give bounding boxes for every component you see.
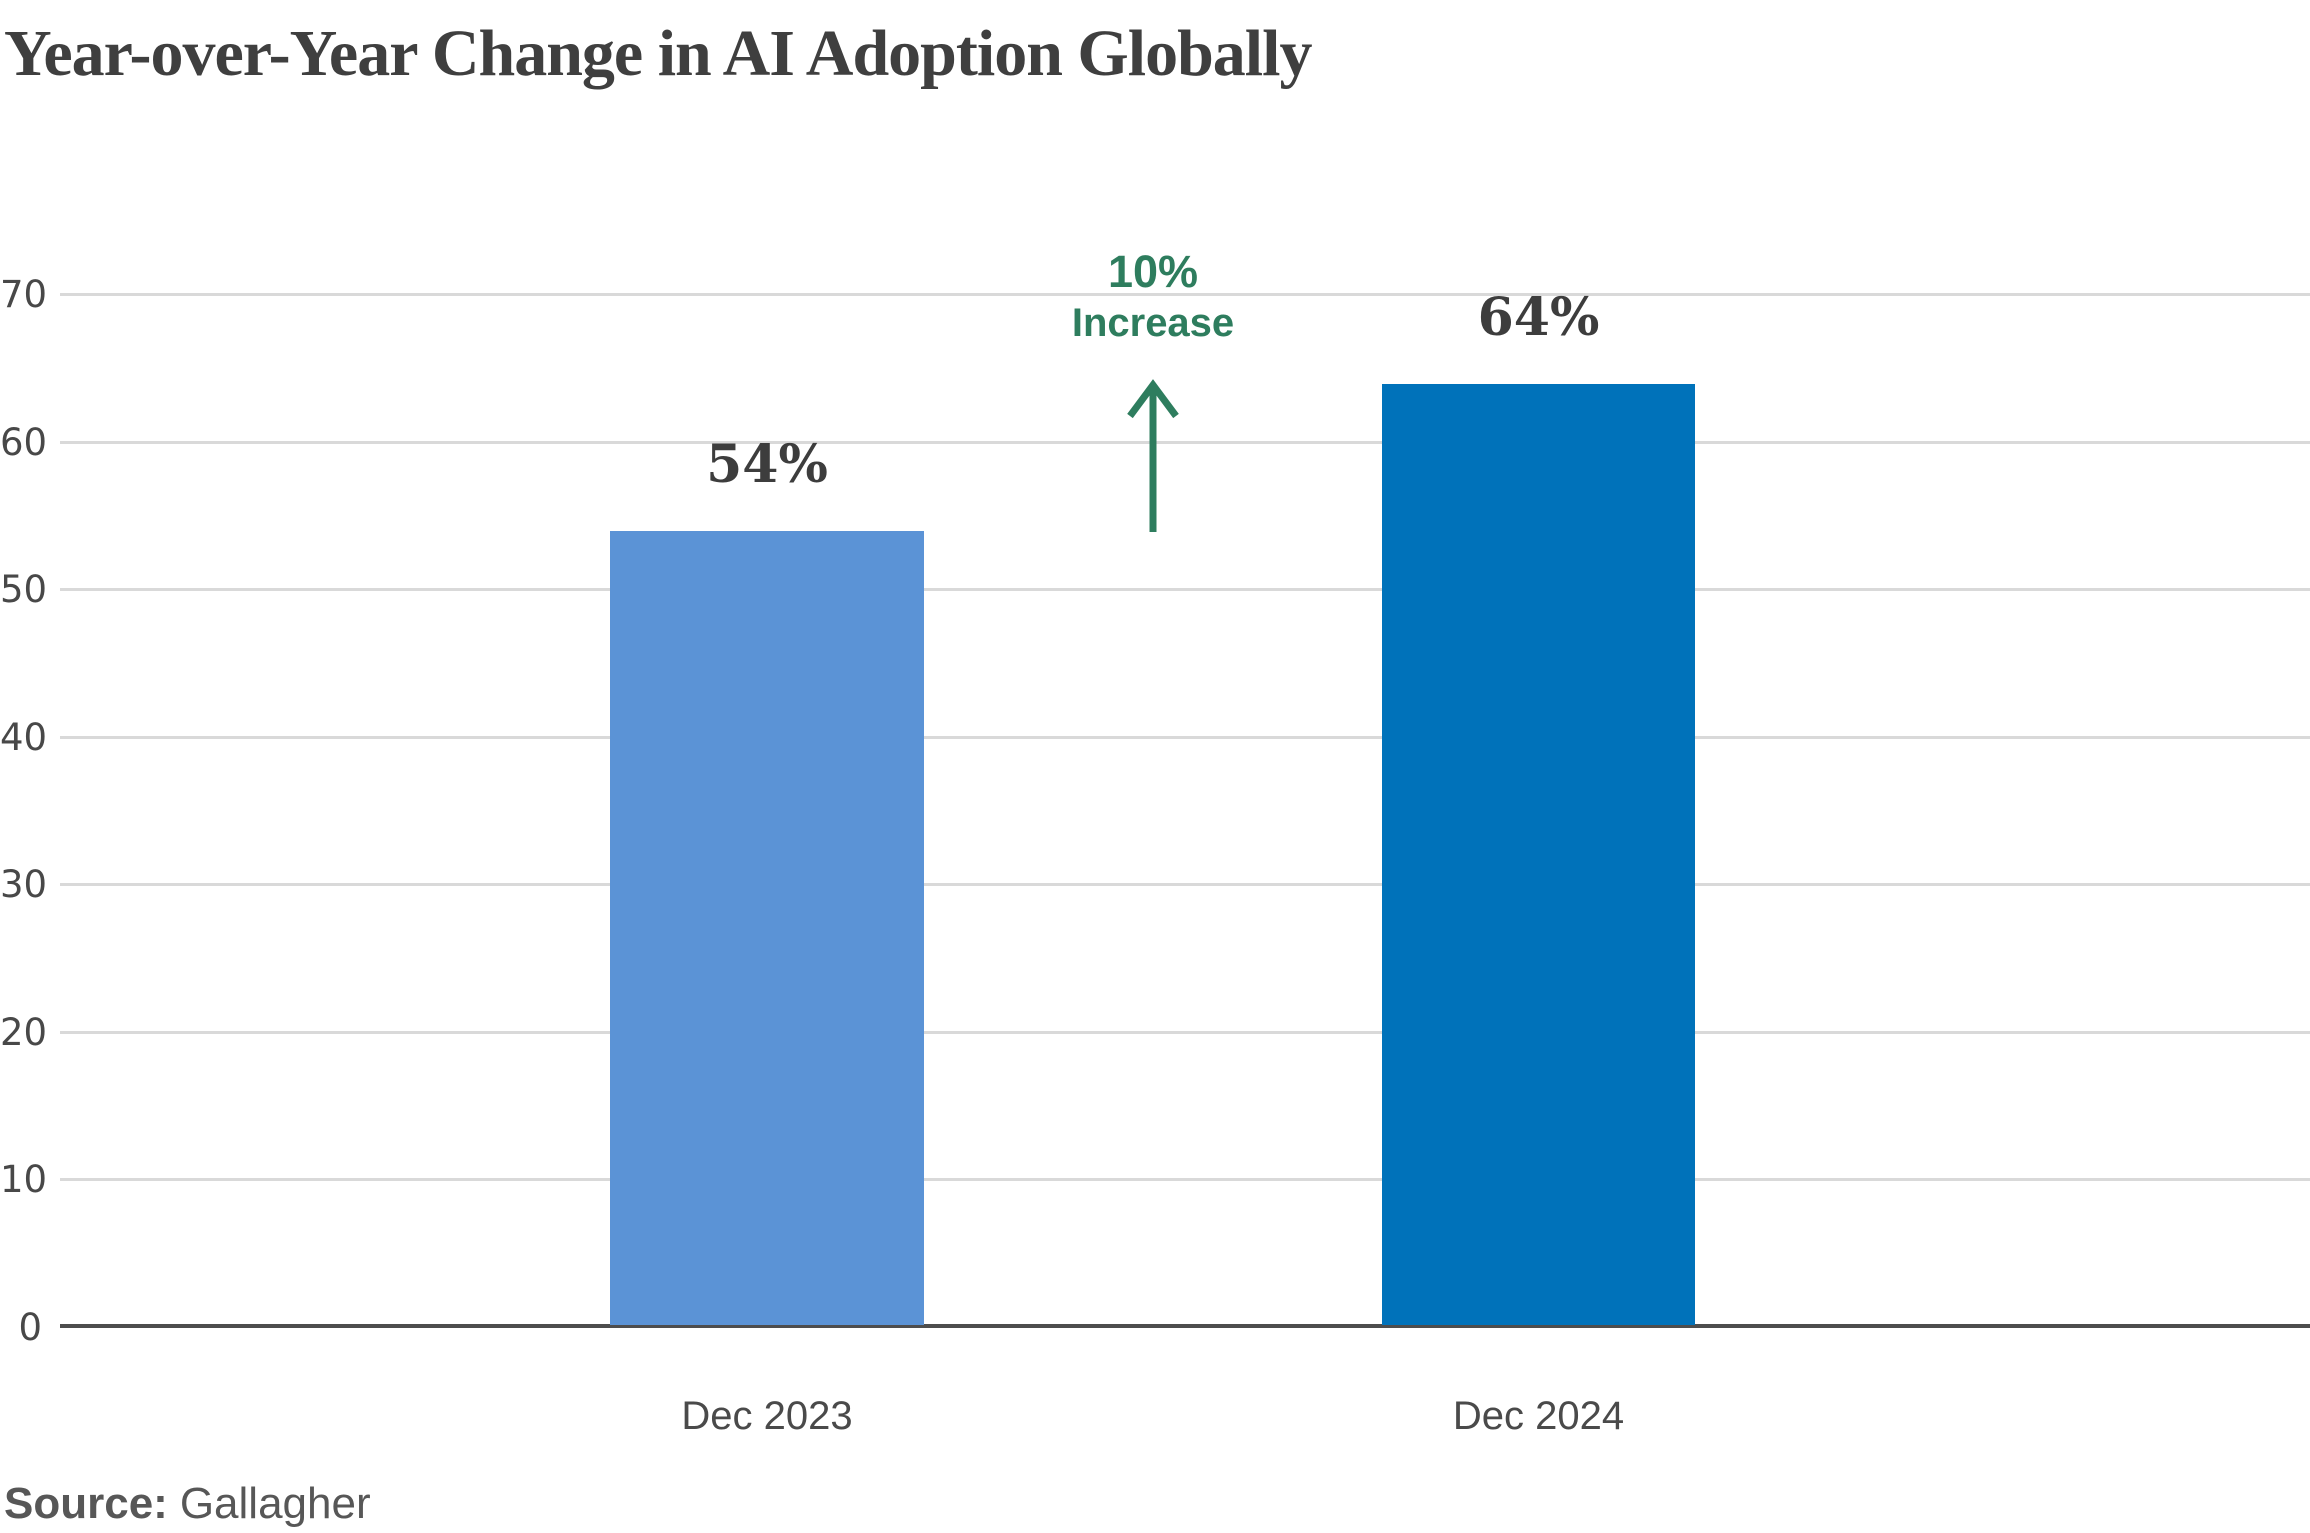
- annotation-percent: 10%: [1107, 246, 1199, 297]
- source-note: Source: Gallagher: [4, 1478, 371, 1530]
- x-axis-label-dec-2024: Dec 2024: [1452, 1394, 1625, 1438]
- bar-value-label-dec-2024: 64%: [1477, 287, 1600, 348]
- gridline-60: [60, 441, 2310, 444]
- bar-dec-2023: [610, 531, 924, 1325]
- bar-value-label-dec-2023: 54%: [706, 434, 828, 495]
- gridline-70: [60, 293, 2310, 296]
- y-axis-tick-label-0: 0: [18, 1306, 42, 1349]
- gridline-10: [60, 1178, 2310, 1181]
- y-axis-tick-label-70: 70: [0, 273, 48, 316]
- y-axis-tick-label-40: 40: [0, 716, 48, 759]
- gridline-50: [60, 588, 2310, 591]
- source-label: Source:: [4, 1479, 168, 1528]
- y-axis-tick-label-30: 30: [0, 863, 48, 906]
- chart-title: Year-over-Year Change in AI Adoption Glo…: [4, 17, 1312, 90]
- gridline-20: [60, 1031, 2310, 1034]
- x-axis-label-dec-2023: Dec 2023: [681, 1394, 853, 1438]
- y-axis-tick-label-50: 50: [0, 568, 48, 611]
- source-value: Gallagher: [179, 1479, 371, 1528]
- annotation-word: Increase: [1071, 301, 1235, 345]
- y-axis-tick-label-10: 10: [0, 1158, 48, 1201]
- gridline-40: [60, 736, 2310, 739]
- bar-dec-2024: [1382, 384, 1695, 1325]
- x-axis-line: [60, 1324, 2310, 1328]
- y-axis-tick-label-20: 20: [0, 1011, 48, 1054]
- increase-annotation: 10% Increase: [993, 246, 1313, 348]
- y-axis-tick-label-60: 60: [0, 421, 48, 464]
- up-arrow-icon: [1127, 379, 1179, 532]
- gridline-30: [60, 883, 2310, 886]
